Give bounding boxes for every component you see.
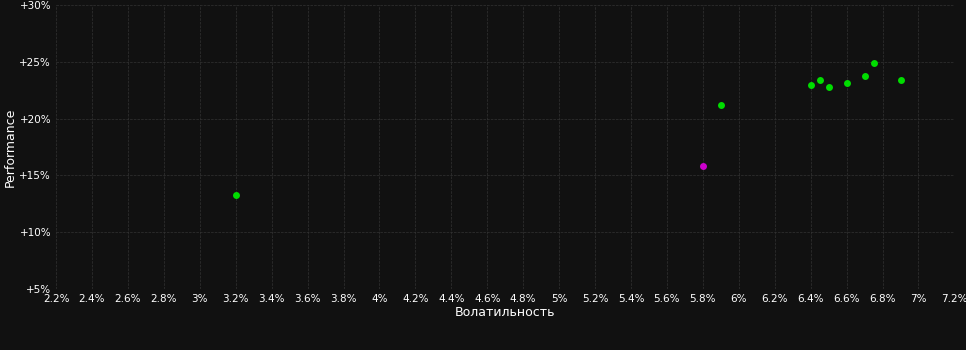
Point bbox=[893, 77, 908, 83]
Point bbox=[857, 73, 872, 78]
Point bbox=[696, 163, 711, 169]
Point bbox=[811, 77, 827, 83]
Point bbox=[803, 82, 818, 88]
Point bbox=[838, 81, 854, 86]
Point bbox=[713, 102, 728, 108]
Y-axis label: Performance: Performance bbox=[4, 107, 16, 187]
Point bbox=[866, 60, 881, 66]
Point bbox=[821, 84, 837, 90]
X-axis label: Волатильность: Волатильность bbox=[455, 306, 555, 320]
Point bbox=[228, 192, 243, 197]
